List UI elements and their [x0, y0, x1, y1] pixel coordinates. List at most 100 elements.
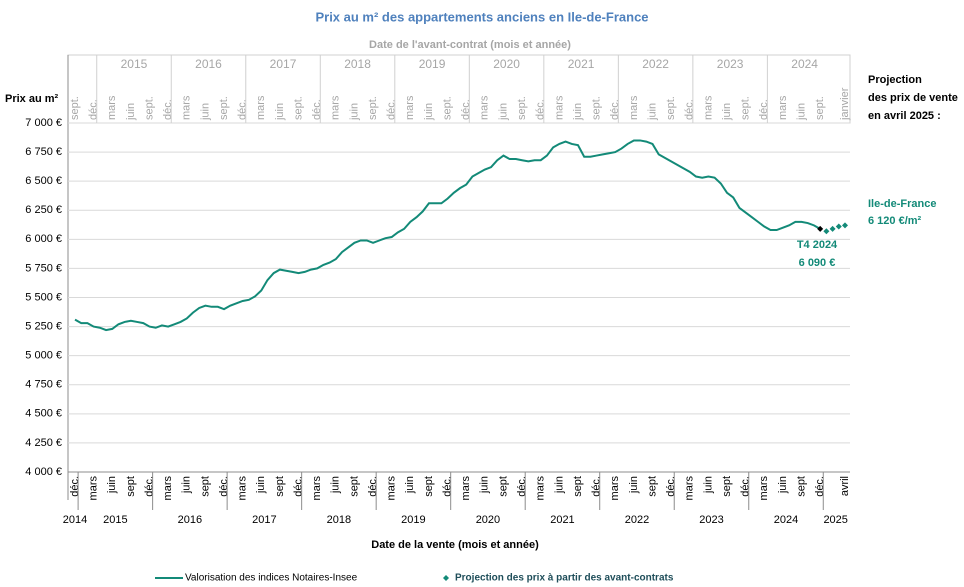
x-tick-label: sept	[423, 476, 435, 497]
top-tick-label: déc.	[535, 99, 547, 120]
x-tick-label: déc.	[516, 476, 528, 497]
top-year-label: 2023	[717, 57, 744, 71]
top-tick-label: mars	[628, 95, 640, 120]
x-tick-label: mars	[311, 476, 323, 501]
top-tick-label: sept.	[218, 96, 230, 120]
top-tick-label: déc.	[758, 99, 770, 120]
x-tick-label: sept	[348, 476, 360, 497]
top-tick-label: juin	[125, 103, 137, 121]
top-tick-label: déc.	[609, 99, 621, 120]
legend-label: Projection des prix à partir des avant-c…	[455, 573, 674, 584]
x-tick-label: avril	[839, 476, 851, 496]
x-tick-label: juin	[628, 476, 640, 494]
x-year-label: 2019	[401, 514, 425, 526]
x-year-label: 2022	[625, 514, 649, 526]
last-value: 6 090 €	[799, 257, 836, 269]
top-year-label: 2016	[195, 57, 222, 71]
projection-note: en avril 2025 :	[868, 110, 941, 122]
top-tick-label: déc.	[162, 99, 174, 120]
x-year-label: 2024	[774, 514, 798, 526]
series-line	[74, 139, 821, 332]
top-tick-label: sept.	[292, 96, 304, 120]
y-tick-label: 5 750 €	[25, 262, 62, 274]
top-year-label: 2021	[568, 57, 595, 71]
y-tick-label: 4 500 €	[25, 408, 62, 420]
top-tick-label: sept.	[441, 96, 453, 120]
top-tick-label: mars	[553, 95, 565, 120]
top-tick-label: sept.	[591, 96, 603, 120]
x-tick-label: déc.	[143, 476, 155, 497]
top-tick-label: sept.	[367, 96, 379, 120]
x-tick-label: sept	[721, 476, 733, 497]
y-tick-label: 6 750 €	[25, 146, 62, 158]
x-year-label: 2025	[823, 514, 847, 526]
top-tick-label: mars	[404, 95, 416, 120]
projection-point	[829, 225, 836, 232]
y-tick-label: 4 750 €	[25, 379, 62, 391]
x-tick-label: mars	[684, 476, 696, 501]
x-tick-label: sept	[572, 476, 584, 497]
x-tick-label: sept	[199, 476, 211, 497]
top-tick-label: juin	[348, 103, 360, 121]
top-tick-label: juin	[646, 103, 658, 121]
x-tick-label: juin	[181, 476, 193, 494]
top-tick-label: sept.	[516, 96, 528, 120]
top-tick-label: juin	[795, 103, 807, 121]
x-tick-label: juin	[777, 476, 789, 494]
top-tick-label: juin	[423, 103, 435, 121]
x-tick-label: sept	[274, 476, 286, 497]
x-year-label: 2020	[476, 514, 500, 526]
top-tick-label: juin	[721, 103, 733, 121]
top-year-label: 2024	[791, 57, 818, 71]
x-year-label: 2014	[63, 514, 87, 526]
top-tick-label: déc.	[88, 99, 100, 120]
y-tick-label: 5 000 €	[25, 350, 62, 362]
top-year-label: 2017	[270, 57, 297, 71]
y-tick-label: 4 000 €	[25, 466, 62, 478]
x-tick-label: déc.	[69, 476, 81, 497]
top-tick-label: juin	[572, 103, 584, 121]
x-tick-label: mars	[535, 476, 547, 501]
x-tick-label: juin	[106, 476, 118, 494]
top-tick-label: juin	[497, 103, 509, 121]
top-tick-label: déc.	[460, 99, 472, 120]
x-year-label: 2021	[550, 514, 574, 526]
legend-diamond	[443, 575, 449, 581]
top-axis-title: Date de l'avant-contrat (mois et année)	[369, 39, 571, 51]
projection-point	[823, 228, 830, 235]
x-year-label: 2015	[103, 514, 127, 526]
x-axis-label: Date de la vente (mois et année)	[371, 539, 539, 551]
top-tick-label: déc.	[237, 99, 249, 120]
x-year-label: 2016	[178, 514, 202, 526]
top-tick-label: mars	[255, 95, 267, 120]
x-tick-label: sept	[795, 476, 807, 497]
top-tick-label: mars	[330, 95, 342, 120]
y-tick-label: 5 500 €	[25, 291, 62, 303]
top-tick-label: juin	[199, 103, 211, 121]
top-tick-label: sept.	[143, 96, 155, 120]
projection-point	[842, 222, 848, 229]
y-tick-label: 4 250 €	[25, 437, 62, 449]
x-tick-label: mars	[758, 476, 770, 501]
top-year-label: 2020	[493, 57, 520, 71]
x-tick-label: mars	[460, 476, 472, 501]
x-tick-label: déc.	[367, 476, 379, 497]
top-tick-label: mars	[777, 95, 789, 120]
projection-note: Projection	[868, 74, 922, 86]
top-tick-label: mars	[181, 95, 193, 120]
x-tick-label: juin	[255, 476, 267, 494]
chart-title: Prix au m² des appartements anciens en I…	[315, 9, 648, 24]
x-tick-label: mars	[609, 476, 621, 501]
x-tick-label: juin	[702, 476, 714, 494]
last-quarter: T4 2024	[797, 239, 838, 251]
top-tick-label: mars	[106, 95, 118, 120]
x-tick-label: déc.	[740, 476, 752, 497]
x-tick-label: déc.	[292, 476, 304, 497]
legend-label: Valorisation des indices Notaires-Insee	[185, 573, 358, 584]
top-tick-label: sept.	[665, 96, 677, 120]
x-tick-label: sept	[646, 476, 658, 497]
x-tick-label: juin	[479, 476, 491, 494]
top-tick-label: déc.	[386, 99, 398, 120]
top-year-label: 2018	[344, 57, 371, 71]
